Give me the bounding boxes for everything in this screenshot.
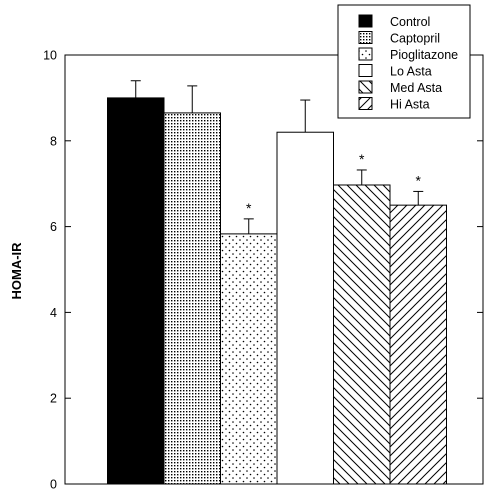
y-axis: 0 2 4 6 8 10 xyxy=(43,49,483,492)
legend-label-lo-asta: Lo Asta xyxy=(390,65,432,79)
y-tick-label-8: 8 xyxy=(50,134,57,148)
y-tick-label-4: 4 xyxy=(50,306,57,320)
bar-med-asta xyxy=(333,184,391,485)
significance-marker-pioglitazone: * xyxy=(246,200,252,216)
legend: Control Captopril Pioglitazone Lo Asta Med A… xyxy=(337,4,471,119)
legend-label-control: Control xyxy=(390,15,430,29)
legend-swatch-lo-asta xyxy=(358,64,373,77)
bar-pioglitazone xyxy=(220,233,278,485)
legend-swatch-pioglitazone xyxy=(358,47,373,61)
bar-control xyxy=(107,97,165,485)
significance-markers-layer: * * * xyxy=(246,151,422,216)
bar-hi-asta xyxy=(389,204,447,485)
y-tick-label-2: 2 xyxy=(50,392,57,406)
legend-swatch-control xyxy=(358,14,373,28)
bars-layer xyxy=(107,97,447,485)
legend-swatch-hi-asta xyxy=(358,97,373,110)
bar-lo-asta xyxy=(276,131,334,485)
legend-label-hi-asta: Hi Asta xyxy=(390,98,430,112)
legend-swatch-captopril xyxy=(358,31,373,44)
y-tick-label-10: 10 xyxy=(43,49,57,63)
legend-swatch-med-asta xyxy=(358,80,373,94)
y-tick-label-6: 6 xyxy=(50,220,57,234)
legend-label-med-asta: Med Asta xyxy=(390,81,442,95)
significance-marker-hi-asta: * xyxy=(416,172,422,188)
bar-captopril xyxy=(163,112,221,485)
legend-label-pioglitazone: Pioglitazone xyxy=(390,48,458,62)
y-axis-label: HOMA-IR xyxy=(9,242,24,300)
error-bars-layer xyxy=(130,80,424,234)
legend-label-captopril: Captopril xyxy=(390,32,440,46)
significance-marker-med-asta: * xyxy=(359,151,365,167)
y-tick-label-0: 0 xyxy=(50,478,57,492)
